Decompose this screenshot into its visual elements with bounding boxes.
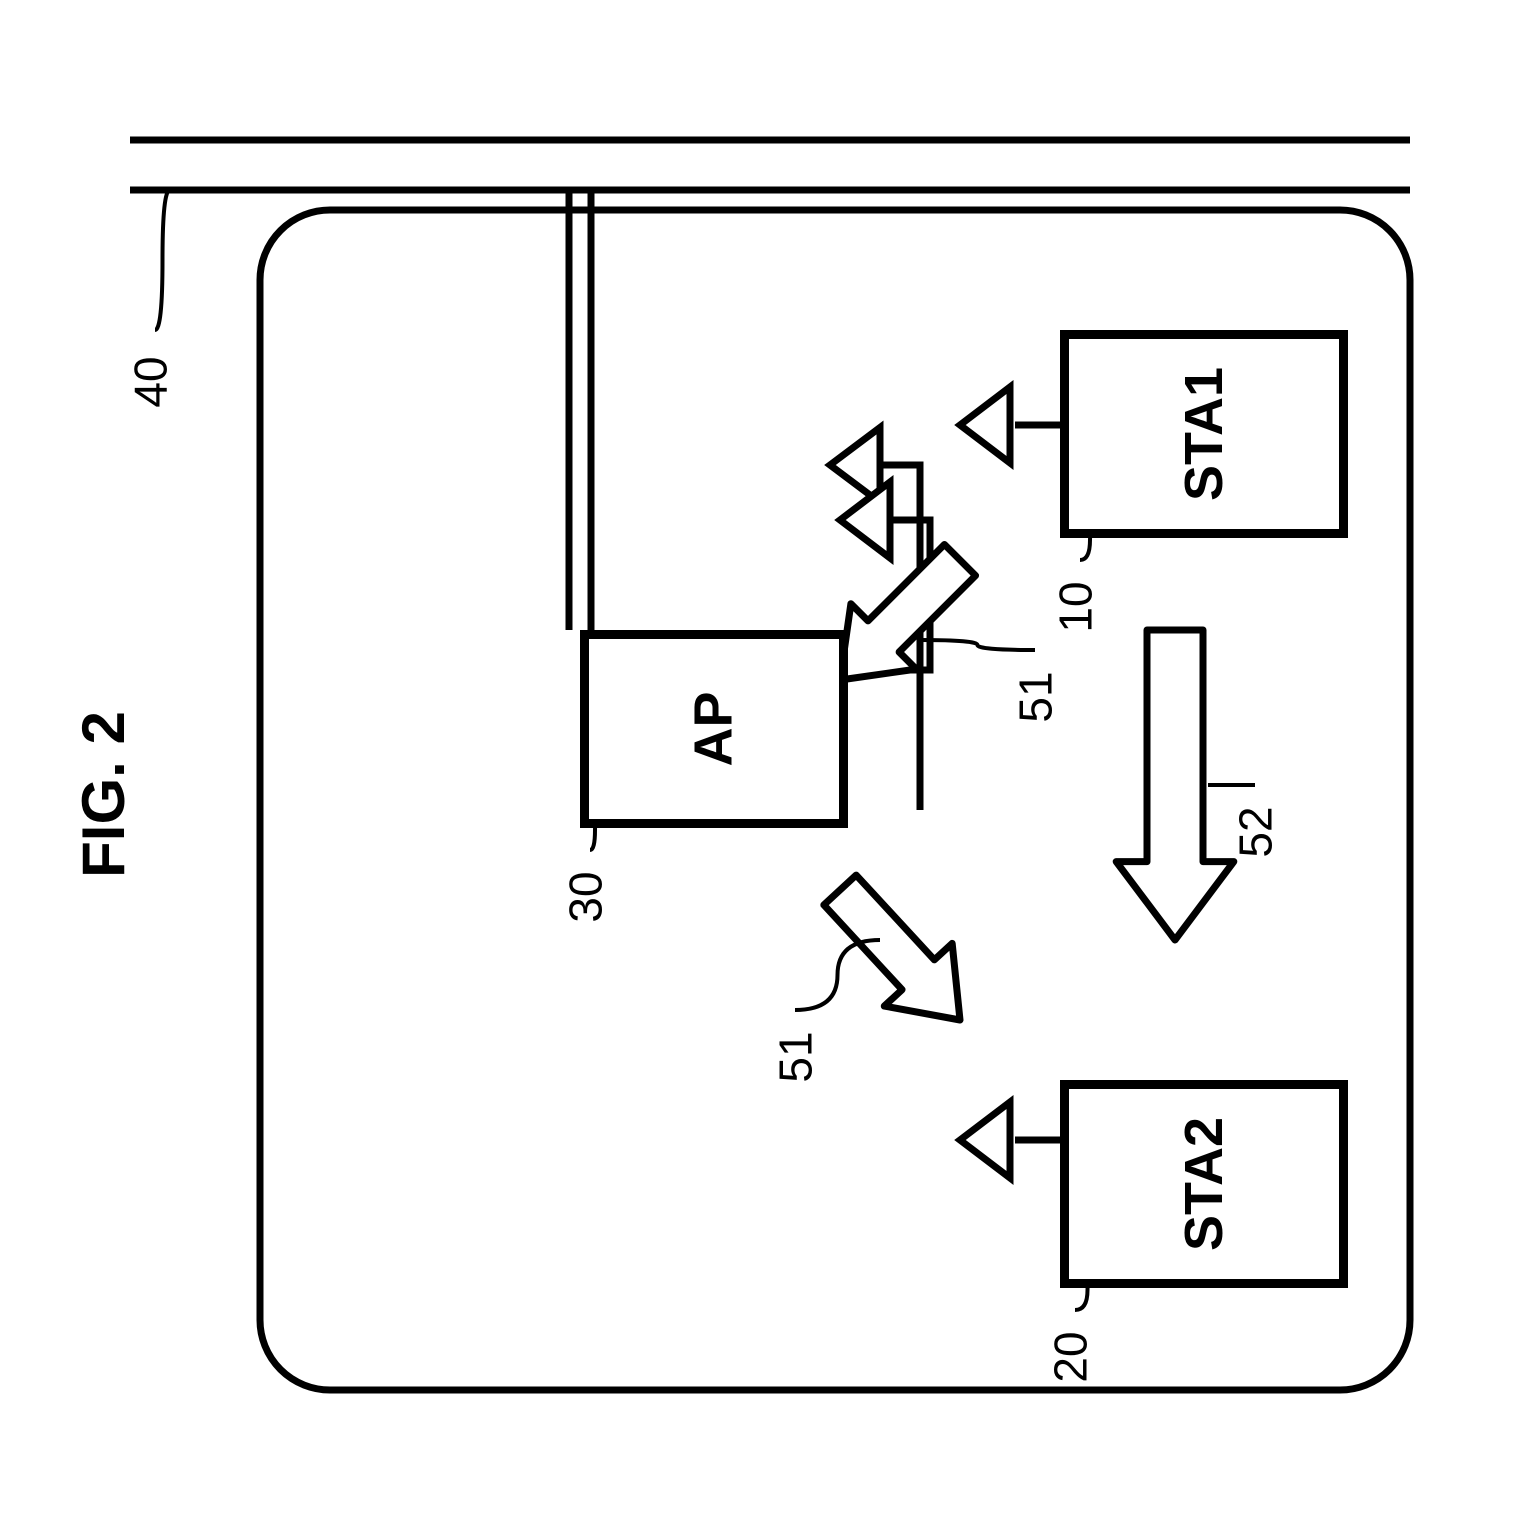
arrow51a-ref-label: 51 bbox=[1009, 671, 1063, 722]
arrow52-ref-label: 52 bbox=[1229, 806, 1283, 857]
sta2-ref-label: 20 bbox=[1044, 1331, 1098, 1382]
ap-node: AP bbox=[580, 630, 848, 828]
sta1-node: STA1 bbox=[1060, 330, 1348, 538]
ap-ref-label: 30 bbox=[559, 871, 613, 922]
arrow51b-ref-label: 51 bbox=[769, 1031, 823, 1082]
ap-label: AP bbox=[683, 691, 745, 766]
sta1-label: STA1 bbox=[1173, 367, 1235, 501]
sta2-label: STA2 bbox=[1173, 1117, 1235, 1251]
figure-canvas: FIG. 2 AP STA1 STA2 40 30 10 20 51 51 52 bbox=[0, 0, 1516, 1528]
figure-title: FIG. 2 bbox=[69, 711, 138, 878]
bus-ref-label: 40 bbox=[124, 356, 178, 407]
sta1-ref-label: 10 bbox=[1049, 581, 1103, 632]
sta2-node: STA2 bbox=[1060, 1080, 1348, 1288]
